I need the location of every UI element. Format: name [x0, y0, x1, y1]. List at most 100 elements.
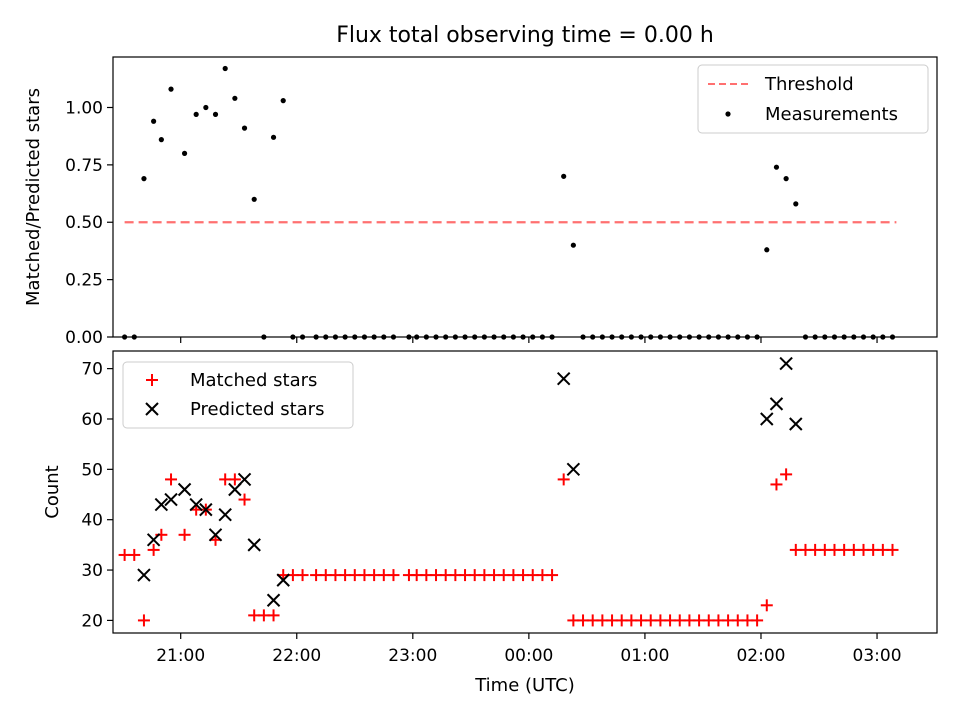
- measurement-point: [580, 334, 586, 340]
- predicted-stars-point: [146, 533, 161, 547]
- measurement-point: [452, 334, 458, 340]
- measurement-point: [667, 334, 673, 340]
- measurement-point: [390, 334, 397, 340]
- matched-stars-point: [228, 473, 241, 486]
- measurement-point: [880, 334, 886, 340]
- measurement-point: [168, 86, 174, 92]
- bottom-xtick-label: 21:00: [156, 646, 205, 666]
- measurement-point: [212, 111, 219, 117]
- measurement-point: [793, 201, 799, 207]
- measurement-point: [501, 334, 507, 340]
- measurement-point: [481, 334, 487, 340]
- bottom-legend: Matched stars Predicted stars: [122, 361, 354, 429]
- matched-stars-point: [147, 543, 160, 556]
- matched-stars-point: [886, 543, 899, 556]
- predicted-stars-point: [154, 497, 169, 512]
- measurement-point: [628, 334, 634, 340]
- measurement-point: [203, 104, 209, 111]
- bottom-ytick-label: 70: [81, 360, 103, 380]
- matched-stars-point: [165, 473, 178, 486]
- measurement-point: [657, 334, 663, 340]
- top-ytick-label: 1.00: [65, 98, 103, 118]
- bottom-ytick-label: 60: [81, 410, 103, 430]
- predicted-stars-point: [276, 573, 290, 587]
- measurement-point: [193, 111, 199, 117]
- measurement-point: [313, 334, 319, 340]
- bottom-ytick-label: 50: [81, 460, 103, 480]
- measurement-point: [648, 334, 654, 340]
- measurement-point: [539, 334, 546, 340]
- matched-stars-point: [770, 478, 783, 491]
- measurement-point: [590, 334, 596, 340]
- measurement-point: [754, 334, 760, 340]
- bottom-xtick-label: 23:00: [388, 646, 437, 666]
- measurement-point: [686, 334, 693, 340]
- measurement-point: [619, 334, 625, 340]
- bottom-ytick-label: 20: [81, 611, 103, 631]
- measurement-point: [406, 334, 412, 340]
- matched-stars-point: [751, 614, 764, 627]
- measurement-point: [802, 334, 809, 340]
- measurement-point: [414, 334, 420, 340]
- bottom-panel: 20 30 40 50 60 70 21:00 22:00 23:00 00:00 01:00 02:…: [42, 350, 938, 696]
- predicted-stars-point: [208, 528, 223, 542]
- measurement-point: [783, 176, 789, 182]
- measurement-point: [822, 334, 828, 340]
- measurement-point: [332, 334, 339, 340]
- measurement-point: [638, 334, 644, 340]
- bottom-xtick-label: 03:00: [853, 646, 902, 666]
- predicted-stars-point: [199, 502, 213, 517]
- measurement-point: [599, 334, 605, 340]
- measurement-point: [549, 334, 555, 340]
- predicted-stars-point: [566, 462, 581, 477]
- measurement-point: [270, 134, 277, 140]
- predicted-stars-point: [164, 492, 178, 507]
- matched-stars-point: [296, 569, 309, 582]
- measurement-point: [677, 334, 683, 340]
- matched-stars-point: [546, 569, 559, 582]
- measurement-point: [696, 334, 702, 340]
- measurement-point: [381, 334, 387, 340]
- measurement-point: [764, 247, 770, 253]
- bottom-ylabel: Count: [42, 465, 63, 518]
- measurement-point: [342, 334, 348, 340]
- matched-stars-point: [178, 528, 191, 541]
- measurement-point: [570, 242, 576, 248]
- measurement-point: [158, 137, 164, 143]
- measurement-point: [870, 334, 876, 340]
- predicted-stars-point: [760, 412, 774, 426]
- measurement-point: [706, 334, 712, 340]
- predicted-stars-point: [177, 482, 192, 497]
- bottom-xtick-label: 02:00: [736, 646, 785, 666]
- measurement-point: [433, 334, 439, 340]
- matched-stars-point: [238, 493, 251, 506]
- predicted-stars-point: [218, 507, 232, 522]
- measurement-point: [715, 334, 722, 340]
- measurement-point: [290, 334, 296, 340]
- measurement-point: [462, 334, 468, 340]
- measurement-point: [371, 334, 377, 340]
- measurement-point: [841, 334, 847, 340]
- measurement-point: [131, 334, 137, 340]
- measurement-point: [472, 334, 478, 340]
- top-ylabel: Matched/Predicted stars: [23, 88, 44, 306]
- predicted-stars-point: [789, 417, 803, 431]
- measurement-point: [222, 65, 228, 72]
- measurement-point: [423, 334, 429, 340]
- top-ytick-label: 0.75: [65, 156, 103, 176]
- measurement-point: [141, 176, 147, 182]
- bottom-ytick-label: 40: [81, 511, 103, 531]
- measurement-point: [520, 334, 526, 340]
- matched-legend-marker: [146, 374, 158, 386]
- bottom-xtick-label: 01:00: [620, 646, 669, 666]
- matched-legend-label: Matched stars: [190, 370, 317, 391]
- bottom-xtick-label: 22:00: [272, 646, 321, 666]
- measurement-point: [352, 334, 358, 340]
- matched-stars-point: [557, 473, 570, 486]
- matched-stars-point: [760, 599, 773, 612]
- predicted-stars-point: [247, 538, 261, 552]
- measurement-point: [725, 334, 731, 340]
- measurement-point: [510, 334, 516, 340]
- measurement-point: [151, 118, 157, 124]
- matched-stars-point: [128, 548, 141, 561]
